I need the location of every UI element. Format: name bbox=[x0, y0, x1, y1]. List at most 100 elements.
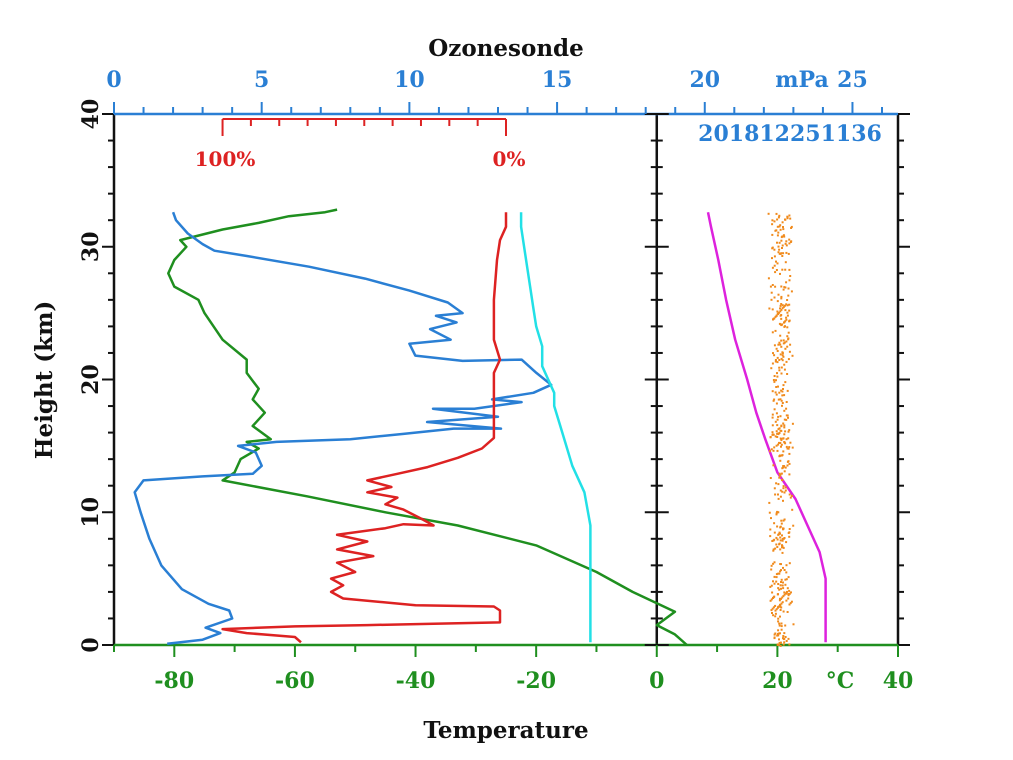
scatter-dot bbox=[780, 295, 783, 298]
scatter-dot bbox=[781, 584, 784, 587]
scatter-dot bbox=[780, 399, 783, 402]
scatter-dot bbox=[775, 314, 778, 317]
scatter-dot bbox=[782, 581, 784, 584]
scatter-dot bbox=[781, 244, 784, 247]
scatter-dot bbox=[782, 465, 785, 467]
scatter-dot bbox=[777, 617, 780, 620]
scatter-dot bbox=[778, 641, 781, 644]
scatter-dot bbox=[773, 595, 776, 598]
scatter-dot bbox=[781, 390, 784, 393]
scatter-dot bbox=[771, 607, 774, 610]
scatter-dot bbox=[773, 582, 776, 585]
scatter-dot bbox=[780, 578, 783, 581]
scatter-dot bbox=[777, 572, 780, 575]
scatter-dot bbox=[785, 316, 788, 319]
scatter-dot bbox=[770, 568, 773, 571]
ozone-tick-label: 0 bbox=[106, 67, 121, 93]
scatter-dot bbox=[780, 372, 783, 375]
scatter-dot bbox=[779, 644, 782, 647]
scatter-dot bbox=[777, 632, 779, 635]
scatter-dot bbox=[772, 614, 775, 617]
scatter-dot bbox=[783, 632, 786, 635]
chart-title: Ozonesonde bbox=[428, 35, 584, 62]
scatter-dot bbox=[781, 307, 784, 310]
scatter-dot bbox=[776, 525, 779, 528]
scatter-dot bbox=[783, 363, 786, 366]
scatter-dot bbox=[778, 624, 781, 627]
scatter-dot bbox=[780, 314, 783, 316]
scatter-dot bbox=[788, 493, 791, 496]
humidity-label-0: 0% bbox=[493, 147, 526, 171]
scatter-dot bbox=[777, 398, 780, 401]
ozone-line bbox=[133, 211, 553, 645]
scatter-dot bbox=[780, 522, 783, 525]
scatter-dot bbox=[770, 564, 773, 567]
scatter-dot bbox=[775, 444, 778, 447]
scatter-dot bbox=[786, 335, 789, 338]
scatter-dot bbox=[781, 546, 783, 549]
scatter-dot bbox=[775, 412, 778, 415]
scatter-dot bbox=[779, 603, 781, 606]
scatter-dot bbox=[785, 418, 788, 421]
scatter-dot bbox=[781, 304, 784, 307]
scatter-dot bbox=[786, 611, 789, 613]
scatter-dot bbox=[773, 375, 776, 377]
scatter-dot bbox=[780, 581, 782, 583]
scatter-dot bbox=[770, 609, 773, 612]
scatter-dot bbox=[779, 525, 782, 528]
scatter-dot bbox=[768, 501, 771, 504]
temperature-tick-label: -40 bbox=[396, 668, 436, 694]
scatter-dot bbox=[778, 366, 781, 369]
scatter-dot bbox=[783, 593, 786, 596]
scatter-dot bbox=[770, 517, 772, 520]
scatter-dot bbox=[779, 228, 782, 231]
scatter-dot bbox=[785, 445, 788, 448]
scatter-dot bbox=[788, 562, 791, 565]
scatter-dot bbox=[781, 323, 784, 326]
scatter-dot bbox=[771, 591, 774, 594]
scatter-dot bbox=[770, 291, 773, 294]
ozone-tick-label: 20 bbox=[689, 67, 720, 93]
scatter-dot bbox=[771, 416, 774, 419]
scatter-dot bbox=[786, 326, 789, 329]
scatter-dot bbox=[784, 583, 787, 586]
scatter-dot bbox=[780, 308, 783, 311]
pressure_profile-line bbox=[706, 211, 827, 643]
scatter-dot bbox=[792, 524, 795, 527]
scatter-dot bbox=[788, 528, 791, 530]
scatter-dot bbox=[780, 366, 783, 369]
scatter-dot bbox=[782, 519, 785, 522]
scatter-dot bbox=[777, 415, 780, 418]
scatter-dot bbox=[772, 449, 775, 452]
scatter-dot bbox=[782, 437, 785, 440]
temperature-tick-label: -80 bbox=[154, 668, 194, 694]
scatter-dot bbox=[790, 225, 793, 228]
scatter-dot bbox=[786, 587, 789, 590]
scatter-dot bbox=[789, 275, 792, 277]
scatter-dot bbox=[775, 580, 778, 583]
scatter-dot bbox=[773, 398, 776, 401]
scatter-dot bbox=[787, 358, 790, 361]
scatter-dot bbox=[782, 252, 785, 255]
temperature-line bbox=[167, 208, 688, 646]
scatter-dot bbox=[787, 594, 790, 597]
scatter-dot bbox=[789, 496, 792, 499]
scatter-dot bbox=[780, 425, 783, 428]
scatter-dot bbox=[787, 430, 790, 433]
scatter-dot bbox=[771, 424, 774, 427]
temperature-tick-label: -20 bbox=[516, 668, 556, 694]
scatter-dot bbox=[773, 633, 776, 636]
scatter-dot bbox=[779, 304, 782, 307]
scatter-dot bbox=[770, 298, 773, 301]
scatter-dot bbox=[769, 285, 772, 288]
scatter-dot bbox=[782, 450, 785, 453]
scatter-dot bbox=[780, 303, 783, 305]
scatter-dot bbox=[778, 441, 780, 444]
scatter-dot bbox=[782, 288, 785, 291]
scatter-dot bbox=[780, 569, 782, 572]
y-tick-label: 0 bbox=[78, 637, 104, 652]
scatter-dot bbox=[777, 312, 780, 315]
scatter-dot bbox=[788, 242, 791, 245]
scatter-dot bbox=[776, 218, 779, 221]
scatter-dot bbox=[781, 354, 784, 357]
